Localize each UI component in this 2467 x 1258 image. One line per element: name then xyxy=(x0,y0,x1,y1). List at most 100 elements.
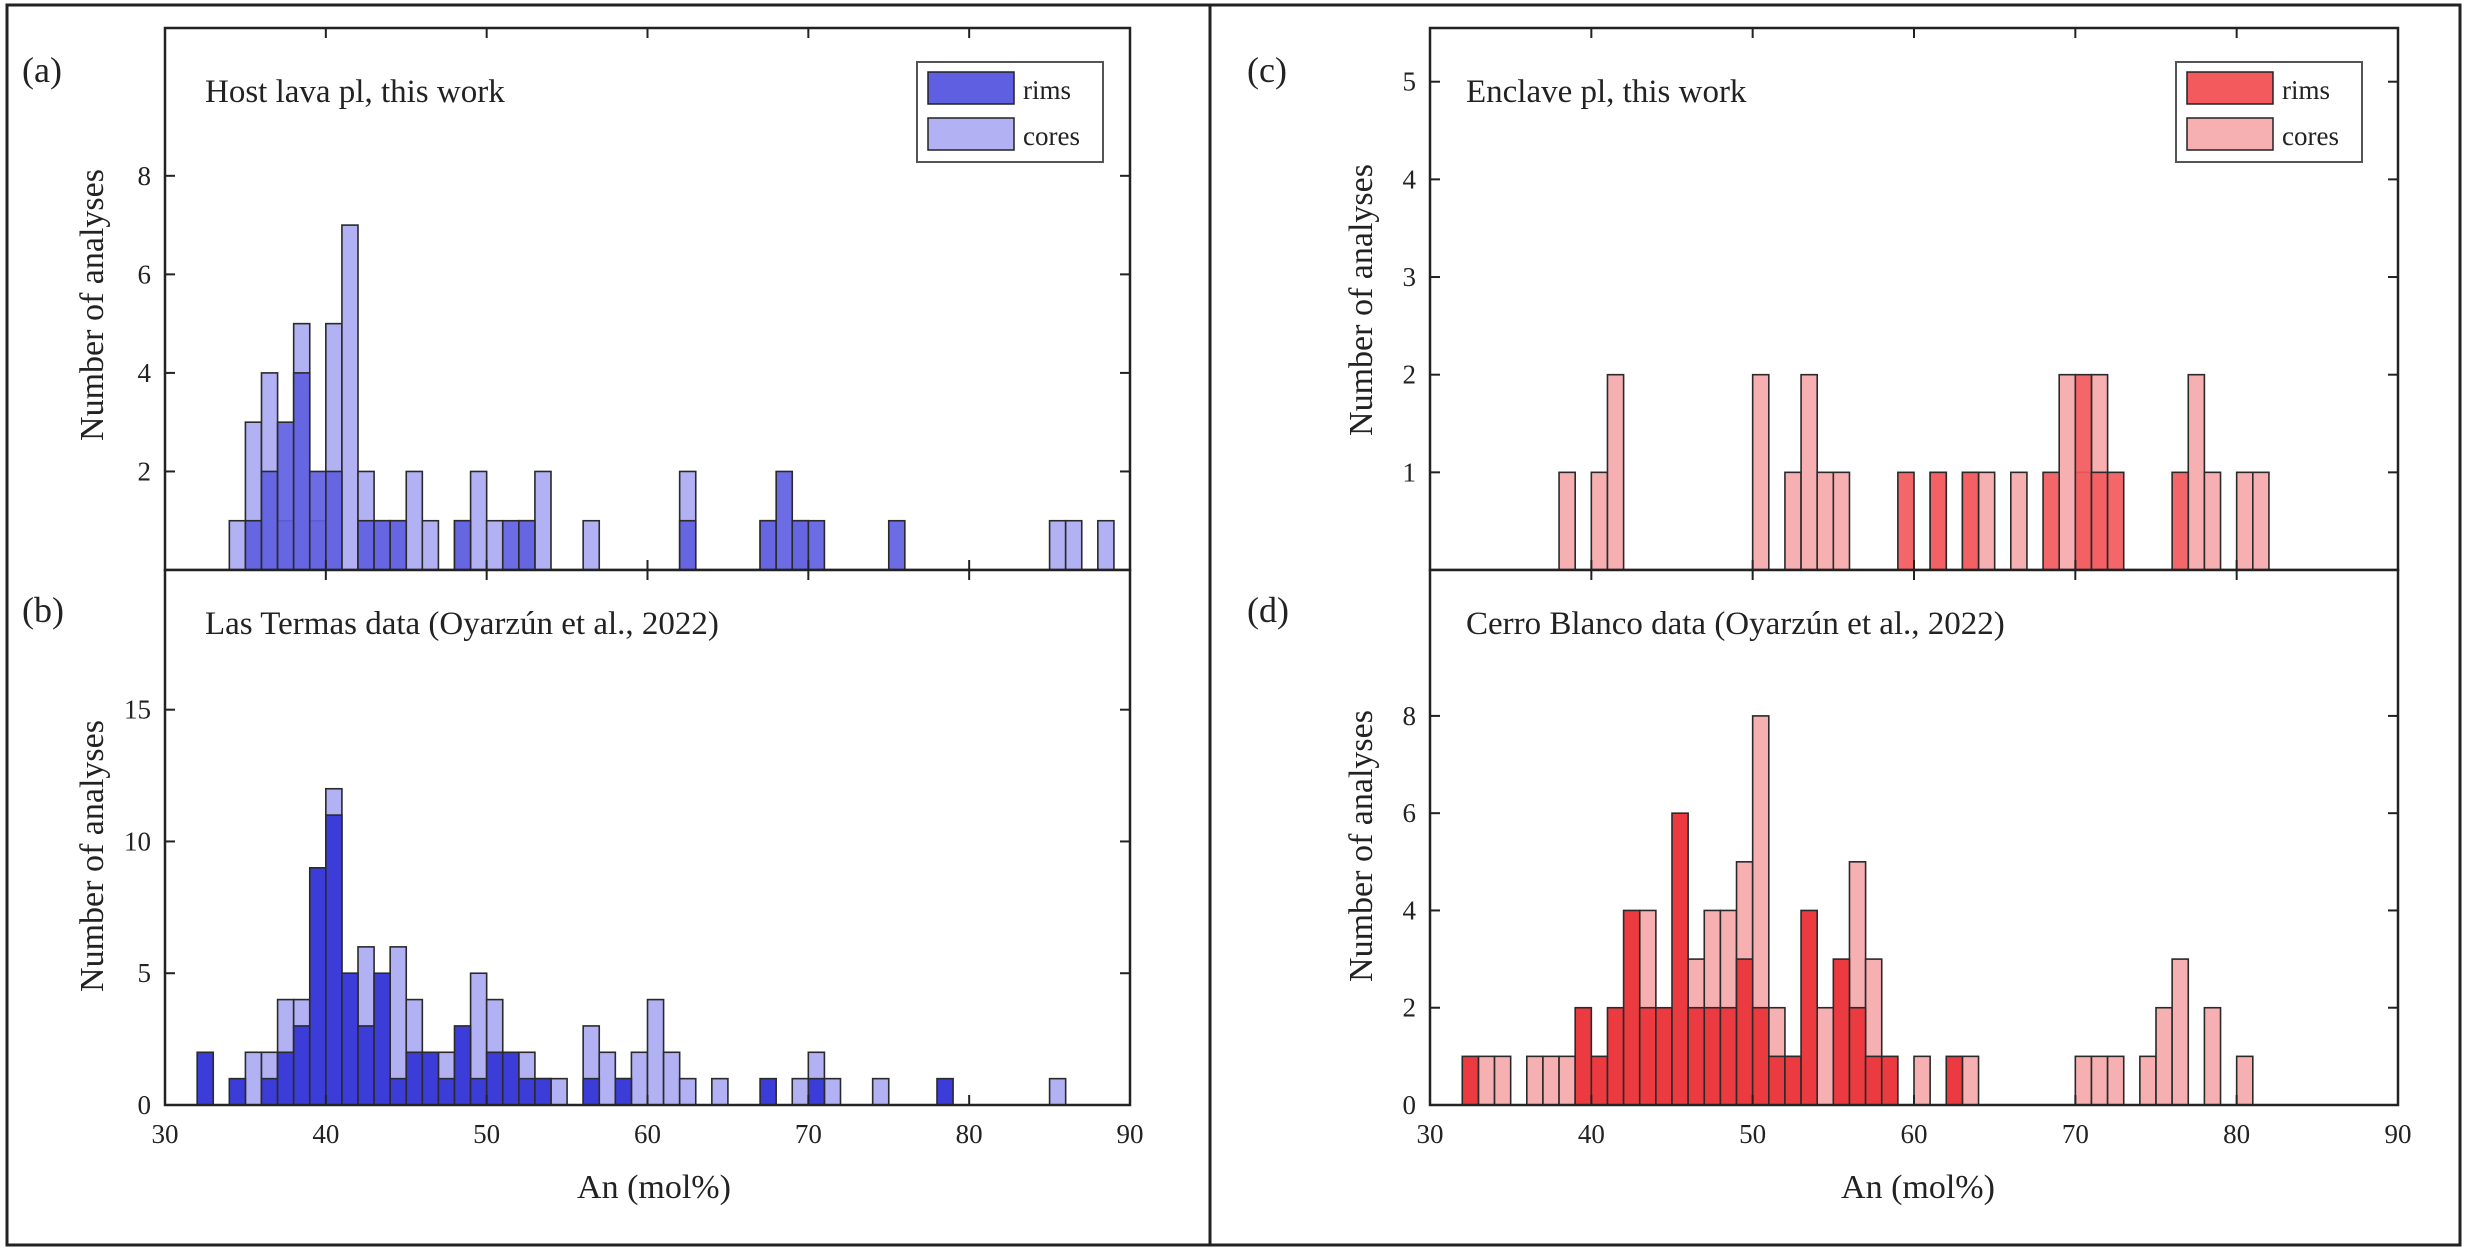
bar-b-cores-69 xyxy=(791,1077,810,1106)
panel-d-xlabel: An (mol%) xyxy=(1841,1169,1995,1206)
bar-b-cores-57 xyxy=(598,1051,617,1106)
panel-a-legend-cores-label: cores xyxy=(1023,121,1080,151)
bar-b-rims-32 xyxy=(196,1051,215,1106)
bar-d-cores-74 xyxy=(2139,1055,2157,1106)
bar-c-cores-69 xyxy=(2058,373,2077,571)
ytick-label-c-2: 2 xyxy=(1403,360,1417,390)
bar-a-rims-43 xyxy=(373,519,391,571)
bar-a-cores-34 xyxy=(228,519,247,571)
ytick-label-d-2: 2 xyxy=(1403,993,1417,1023)
bar-d-cores-36 xyxy=(1526,1055,1544,1106)
bar-d-rims-44 xyxy=(1655,1006,1673,1106)
ytick-label-a-6: 6 xyxy=(138,259,152,289)
bar-a-cores-85 xyxy=(1048,519,1067,571)
bar-b-cores-59 xyxy=(630,1051,649,1106)
bar-a-rims-62 xyxy=(678,519,697,571)
bar-a-rims-70 xyxy=(807,519,826,571)
panel-d: (d) Cerro Blanco data (Oyarzún et al., 2… xyxy=(1247,590,2005,1206)
ytick-label-d-6: 6 xyxy=(1403,798,1417,828)
bar-a-rims-69 xyxy=(791,519,810,571)
bar-d-rims-52 xyxy=(1784,1055,1802,1106)
bar-d-rims-32 xyxy=(1461,1055,1480,1106)
ytick-label-d-4: 4 xyxy=(1403,895,1417,925)
panel-a-ylabel: Number of analyses xyxy=(74,169,111,441)
bar-b-rims-34 xyxy=(228,1077,247,1106)
panel-b-xlabel: An (mol%) xyxy=(577,1169,731,1206)
bar-a-rims-36 xyxy=(260,470,279,571)
bar-a-cores-88 xyxy=(1097,519,1115,571)
bar-b-cores-60 xyxy=(646,998,665,1106)
bar-b-cores-62 xyxy=(678,1077,697,1106)
bar-a-cores-45 xyxy=(405,470,424,571)
bar-c-rims-76 xyxy=(2171,471,2190,571)
bar-b-rims-46 xyxy=(421,1051,440,1106)
bar-d-rims-62 xyxy=(1945,1055,1964,1106)
bar-a-rims-38 xyxy=(292,372,311,571)
bar-a-rims-51 xyxy=(501,519,520,571)
bar-b-rims-48 xyxy=(453,1025,472,1106)
bar-b-rims-50 xyxy=(485,1051,504,1106)
panel-c-legend-rims-swatch xyxy=(2186,71,2274,105)
bar-d-rims-56 xyxy=(1848,1006,1867,1106)
bar-c-rims-71 xyxy=(2090,471,2109,571)
panel-c: (c) Enclave pl, this work Number of anal… xyxy=(1247,50,2363,436)
panel-c-ylabel: Number of analyses xyxy=(1343,164,1380,436)
bar-b-rims-53 xyxy=(534,1077,552,1106)
xtick-label-d-80: 80 xyxy=(2223,1119,2250,1149)
ytick-label-b-15: 15 xyxy=(124,695,151,725)
xtick-label-b-70: 70 xyxy=(795,1119,822,1149)
bar-d-rims-48 xyxy=(1719,1006,1738,1106)
bar-b-rims-47 xyxy=(437,1077,456,1106)
bar-a-rims-42 xyxy=(357,519,375,571)
bar-b-rims-38 xyxy=(292,1025,311,1106)
bar-d-rims-40 xyxy=(1590,1055,1609,1106)
bar-a-cores-56 xyxy=(582,519,601,571)
plot-area-d: 0 2 4 6 8 30 40 50 60 70 80 90 xyxy=(1403,568,2412,1149)
bar-d-rims-43 xyxy=(1638,1006,1657,1106)
bar-c-cores-55 xyxy=(1832,471,1851,571)
panel-a-legend-rims-swatch xyxy=(927,71,1015,105)
bar-a-rims-44 xyxy=(389,519,408,571)
bar-a-cores-46 xyxy=(421,519,440,571)
bar-b-rims-45 xyxy=(405,1051,424,1106)
plot-area-a: 2 4 6 8 xyxy=(138,26,1132,572)
ytick-label-b-10: 10 xyxy=(124,826,151,856)
bar-d-cores-76 xyxy=(2171,958,2190,1106)
xtick-label-d-40: 40 xyxy=(1578,1119,1605,1149)
xtick-label-b-60: 60 xyxy=(634,1119,661,1149)
panel-a-letter: (a) xyxy=(22,50,62,90)
bar-b-rims-43 xyxy=(373,972,391,1106)
panel-b: (b) Las Termas data (Oyarzún et al., 202… xyxy=(22,590,731,1206)
bar-d-cores-63 xyxy=(1961,1055,1980,1106)
bar-b-rims-52 xyxy=(518,1077,536,1106)
xtick-label-d-60: 60 xyxy=(1901,1119,1928,1149)
bar-d-rims-50 xyxy=(1751,1006,1770,1106)
bar-d-rims-55 xyxy=(1832,958,1851,1106)
bar-c-cores-81 xyxy=(2252,471,2270,571)
bar-c-rims-70 xyxy=(2074,373,2093,571)
bar-a-rims-68 xyxy=(775,470,794,571)
bar-d-cores-33 xyxy=(1477,1055,1496,1106)
bar-a-rims-39 xyxy=(308,470,327,571)
bar-a-rims-75 xyxy=(887,519,906,571)
ytick-label-c-4: 4 xyxy=(1403,164,1417,194)
panel-c-legend-cores-label: cores xyxy=(2282,121,2339,151)
bar-c-rims-72 xyxy=(2106,471,2125,571)
bar-b-rims-56 xyxy=(582,1077,601,1106)
panel-a-legend: rims cores xyxy=(916,61,1104,163)
bar-d-cores-37 xyxy=(1542,1055,1560,1106)
bar-a-rims-40 xyxy=(325,470,343,571)
bar-d-rims-53 xyxy=(1800,909,1818,1106)
bar-b-rims-44 xyxy=(389,1077,408,1106)
bar-d-cores-60 xyxy=(1913,1055,1931,1106)
ytick-label-c-1: 1 xyxy=(1403,457,1417,487)
bar-a-rims-37 xyxy=(276,421,295,571)
bar-b-rims-41 xyxy=(341,972,359,1106)
bar-a-rims-52 xyxy=(518,519,536,571)
panel-d-letter: (d) xyxy=(1247,590,1289,630)
bar-c-cores-50 xyxy=(1751,373,1770,571)
bar-c-rims-61 xyxy=(1929,471,1948,571)
bar-b-rims-49 xyxy=(469,1077,488,1106)
ytick-label-d-8: 8 xyxy=(1403,701,1417,731)
